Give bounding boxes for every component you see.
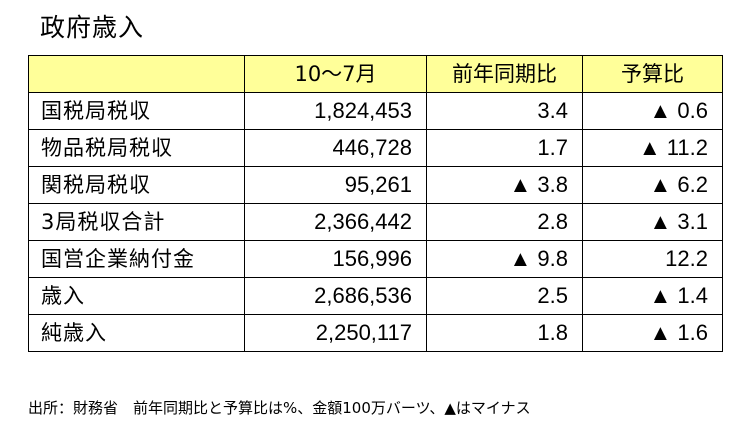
row-budget: ▲ 11.2 [582, 129, 723, 167]
table-row: 純歳入 2,250,117 1.8 ▲ 1.6 [28, 314, 723, 352]
header-period: 10～7月 [244, 55, 427, 93]
row-value: 2,250,117 [244, 314, 427, 352]
table-header-row: 10～7月 前年同期比 予算比 [28, 55, 723, 93]
row-budget: ▲ 1.6 [582, 314, 723, 352]
row-yoy: 1.7 [426, 129, 583, 167]
table-row: 物品税局税収 446,728 1.7 ▲ 11.2 [28, 129, 723, 167]
row-label: 歳入 [28, 277, 245, 315]
table-row: 関税局税収 95,261 ▲ 3.8 ▲ 6.2 [28, 166, 723, 204]
table-row: 歳入 2,686,536 2.5 ▲ 1.4 [28, 277, 723, 315]
row-label: 物品税局税収 [28, 129, 245, 167]
row-value: 156,996 [244, 240, 427, 278]
row-yoy: 2.8 [426, 203, 583, 241]
row-label: 国税局税収 [28, 92, 245, 130]
row-yoy: ▲ 9.8 [426, 240, 583, 278]
row-yoy: 3.4 [426, 92, 583, 130]
row-yoy: ▲ 3.8 [426, 166, 583, 204]
row-budget: ▲ 3.1 [582, 203, 723, 241]
row-value: 95,261 [244, 166, 427, 204]
row-value: 446,728 [244, 129, 427, 167]
table-row: 国営企業納付金 156,996 ▲ 9.8 12.2 [28, 240, 723, 278]
row-budget: 12.2 [582, 240, 723, 278]
row-budget: ▲ 1.4 [582, 277, 723, 315]
row-label: 関税局税収 [28, 166, 245, 204]
table-row: 国税局税収 1,824,453 3.4 ▲ 0.6 [28, 92, 723, 130]
row-value: 2,686,536 [244, 277, 427, 315]
row-value: 1,824,453 [244, 92, 427, 130]
row-label: 国営企業納付金 [28, 240, 245, 278]
page-title: 政府歳入 [40, 13, 145, 42]
revenue-table: 10～7月 前年同期比 予算比 国税局税収 1,824,453 3.4 ▲ 0.… [28, 55, 723, 352]
header-corner-cell [28, 55, 245, 93]
row-budget: ▲ 0.6 [582, 92, 723, 130]
source-footnote: 出所：財務省 前年同期比と予算比は%、金額100万バーツ、▲はマイナス [28, 399, 531, 417]
row-label: 純歳入 [28, 314, 245, 352]
table-row: 3局税収合計 2,366,442 2.8 ▲ 3.1 [28, 203, 723, 241]
row-budget: ▲ 6.2 [582, 166, 723, 204]
row-yoy: 1.8 [426, 314, 583, 352]
header-budget: 予算比 [582, 55, 723, 93]
row-value: 2,366,442 [244, 203, 427, 241]
header-yoy: 前年同期比 [426, 55, 583, 93]
row-label: 3局税収合計 [28, 203, 245, 241]
row-yoy: 2.5 [426, 277, 583, 315]
